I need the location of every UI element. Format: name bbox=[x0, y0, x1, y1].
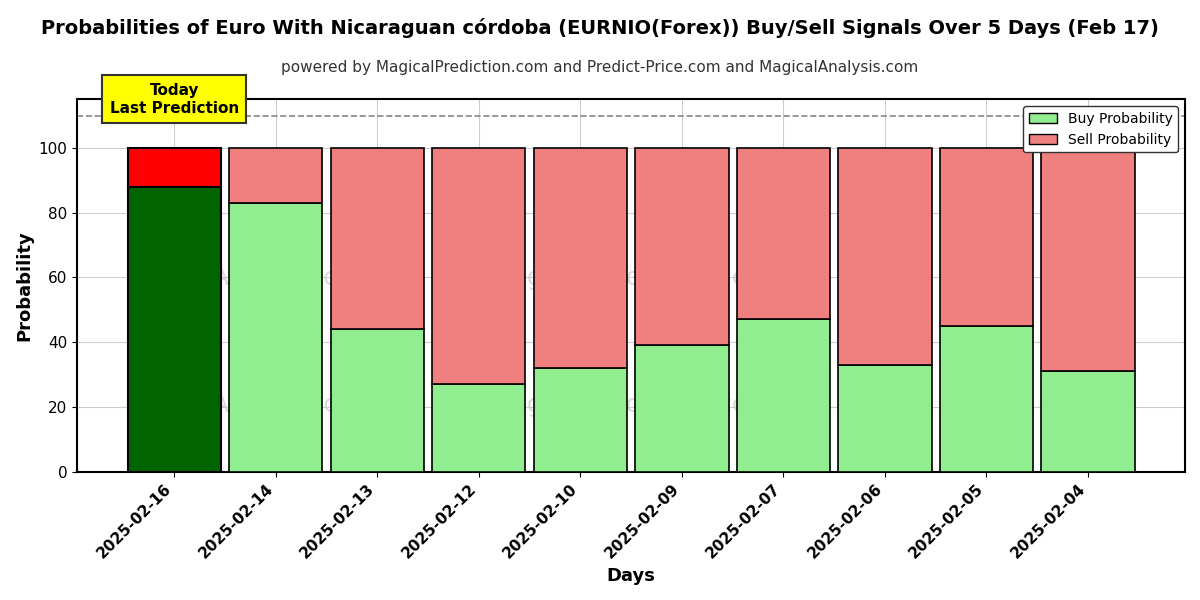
Text: calAnalysis.com: calAnalysis.com bbox=[176, 392, 377, 416]
Bar bbox=[737, 319, 830, 472]
Bar bbox=[432, 148, 526, 384]
Bar bbox=[127, 148, 221, 187]
Legend: Buy Probability, Sell Probability: Buy Probability, Sell Probability bbox=[1024, 106, 1178, 152]
Bar bbox=[838, 148, 931, 365]
Text: Today
Last Prediction: Today Last Prediction bbox=[109, 83, 239, 116]
Text: calAnalysis.com: calAnalysis.com bbox=[176, 266, 377, 290]
Bar bbox=[229, 148, 323, 203]
Bar bbox=[534, 148, 628, 368]
Bar bbox=[432, 384, 526, 472]
Bar bbox=[940, 326, 1033, 472]
Bar bbox=[737, 148, 830, 319]
Text: MagicalPrediction.com: MagicalPrediction.com bbox=[491, 266, 772, 290]
X-axis label: Days: Days bbox=[607, 567, 655, 585]
Bar bbox=[838, 365, 931, 472]
Bar bbox=[635, 346, 728, 472]
Bar bbox=[127, 187, 221, 472]
Bar bbox=[1042, 371, 1135, 472]
Bar bbox=[534, 368, 628, 472]
Bar bbox=[635, 148, 728, 346]
Bar bbox=[330, 329, 424, 472]
Bar bbox=[1042, 148, 1135, 371]
Bar bbox=[940, 148, 1033, 326]
Bar bbox=[229, 203, 323, 472]
Y-axis label: Probability: Probability bbox=[14, 230, 32, 341]
Bar bbox=[330, 148, 424, 329]
Text: Probabilities of Euro With Nicaraguan córdoba (EURNIO(Forex)) Buy/Sell Signals O: Probabilities of Euro With Nicaraguan có… bbox=[41, 18, 1159, 38]
Text: MagicalPrediction.com: MagicalPrediction.com bbox=[491, 392, 772, 416]
Text: powered by MagicalPrediction.com and Predict-Price.com and MagicalAnalysis.com: powered by MagicalPrediction.com and Pre… bbox=[281, 60, 919, 75]
